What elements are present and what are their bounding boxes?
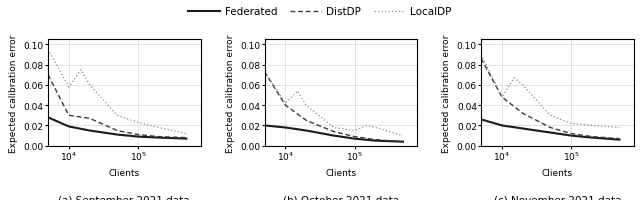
Text: (b) October 2021 data: (b) October 2021 data: [283, 195, 399, 200]
Y-axis label: Expected calibration error: Expected calibration error: [226, 34, 235, 152]
Text: (a) September 2021 data: (a) September 2021 data: [58, 195, 190, 200]
Legend: Federated, DistDP, LocalDP: Federated, DistDP, LocalDP: [184, 3, 456, 21]
Y-axis label: Expected calibration error: Expected calibration error: [442, 34, 451, 152]
X-axis label: Clients: Clients: [109, 168, 140, 177]
Text: (c) November 2021 data: (c) November 2021 data: [493, 195, 621, 200]
Y-axis label: Expected calibration error: Expected calibration error: [9, 34, 18, 152]
X-axis label: Clients: Clients: [542, 168, 573, 177]
X-axis label: Clients: Clients: [325, 168, 356, 177]
